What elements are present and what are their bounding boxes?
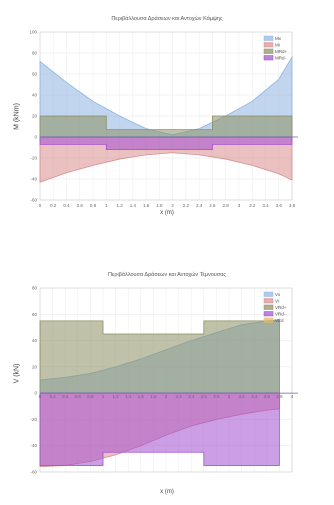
y-tick-label: 20 xyxy=(32,114,38,119)
shear-envelope-chart: Περιβάλλουσα Δράσεων και Αντοχών Τέμνουσ… xyxy=(0,250,334,505)
x-tick-label: 3.2 xyxy=(249,203,256,208)
x-tick-label: 1.6 xyxy=(143,203,150,208)
y-tick-label: 60 xyxy=(32,312,38,317)
x-axis-label: x (m) xyxy=(160,489,174,495)
x-tick-label: 2.6 xyxy=(201,394,208,399)
x-tick-label: 0.6 xyxy=(77,203,84,208)
legend-swatch xyxy=(263,311,274,317)
series-mrd--area xyxy=(39,136,293,150)
x-tick-label: 1 xyxy=(102,394,105,399)
x-tick-label: 2 xyxy=(171,203,174,208)
x-tick-label: 0 xyxy=(39,394,42,399)
x-tick-label: 1.8 xyxy=(150,394,157,399)
y-tick-label: 40 xyxy=(32,93,38,98)
x-tick-label: 0.8 xyxy=(87,394,94,399)
legend-label: Mx xyxy=(275,36,282,41)
chart-title: Περιβάλλουσα Δράσεων και Αντοχών Κάμψης xyxy=(111,16,223,22)
x-tick-label: 1.6 xyxy=(138,394,145,399)
legend-swatch xyxy=(263,291,274,297)
y-tick-label: 60 xyxy=(32,72,38,77)
x-tick-label: 0.4 xyxy=(62,394,69,399)
x-tick-label: 3.4 xyxy=(251,394,258,399)
x-tick-label: 3.2 xyxy=(238,394,245,399)
y-tick-label: -40 xyxy=(30,443,37,448)
x-tick-label: 2 xyxy=(165,394,168,399)
x-tick-label: 3.8 xyxy=(276,394,283,399)
legend-label: Mi xyxy=(275,43,280,48)
y-tick-label: 40 xyxy=(32,338,38,343)
legend-swatch xyxy=(263,317,274,323)
legend-label: VEd xyxy=(275,318,284,323)
series-vrd--area xyxy=(39,320,280,394)
x-tick-label: 3 xyxy=(228,394,231,399)
x-tick-label: 2.4 xyxy=(196,203,203,208)
x-tick-label: 3.4 xyxy=(262,203,269,208)
series-mi-area xyxy=(39,136,293,183)
legend-label: Vi xyxy=(275,299,279,304)
legend-swatch xyxy=(263,304,274,310)
legend-swatch xyxy=(263,298,274,304)
y-tick-label: -60 xyxy=(30,198,37,203)
shear-plot-area: 80 60 40 20 0 -20 -40 -60 0 0.2 0.4 0.6 0.8 1 1.2 1.4 1.… xyxy=(30,286,298,475)
chart-title: Περιβάλλουσα Δράσεων και Αντοχών Τέμνουσ… xyxy=(107,272,227,278)
y-tick-label: -20 xyxy=(30,156,37,161)
y-tick-label: -40 xyxy=(30,177,37,182)
x-tick-label: 1.8 xyxy=(156,203,163,208)
x-tick-label: 1.2 xyxy=(112,394,119,399)
y-tick-label: -60 xyxy=(30,470,37,475)
y-tick-label: 100 xyxy=(29,30,37,35)
x-tick-label: 3 xyxy=(238,203,241,208)
x-tick-label: 0.8 xyxy=(90,203,97,208)
legend-swatch xyxy=(263,55,274,61)
x-tick-label: 1.4 xyxy=(130,203,137,208)
x-tick-label: 1 xyxy=(105,203,108,208)
x-tick-label: 1.4 xyxy=(125,394,132,399)
legend-label: MRd+ xyxy=(275,49,288,54)
x-tick-label: 4 xyxy=(291,394,294,399)
legend-swatch xyxy=(263,35,274,41)
x-tick-label: 2.2 xyxy=(175,394,182,399)
legend-label: VRd+ xyxy=(275,305,287,310)
x-tick-label: 3.8 xyxy=(289,203,296,208)
legend-label: Vx xyxy=(275,292,281,297)
legend-swatch xyxy=(263,42,274,48)
x-tick-label: 2.8 xyxy=(223,203,230,208)
x-tick-label: 0.6 xyxy=(75,394,82,399)
y-tick-label: 20 xyxy=(32,364,38,369)
x-tick-label: 2.2 xyxy=(183,203,190,208)
x-tick-label: 1.2 xyxy=(116,203,123,208)
x-tick-label: 2.6 xyxy=(209,203,216,208)
x-tick-label: 0 xyxy=(39,203,42,208)
y-tick-label: 80 xyxy=(32,286,38,291)
series-vrd--area xyxy=(39,392,280,466)
y-tick-label: 0 xyxy=(34,391,37,396)
legend-label: MRd- xyxy=(275,56,287,61)
x-tick-label: 0.2 xyxy=(50,203,57,208)
y-tick-label: -20 xyxy=(30,417,37,422)
x-tick-label: 3.6 xyxy=(264,394,271,399)
series-mrd--area xyxy=(39,115,293,138)
x-tick-label: 2.8 xyxy=(213,394,220,399)
x-axis-label: x (m) xyxy=(160,210,174,216)
x-tick-label: 3.6 xyxy=(276,203,283,208)
moment-envelope-chart: Περιβάλλουσα Δράσεων και Αντοχών Κάμψης … xyxy=(0,0,334,250)
legend-swatch xyxy=(263,48,274,54)
legend-label: VRd- xyxy=(275,312,286,317)
x-tick-label: 0.4 xyxy=(63,203,70,208)
x-tick-label: 2.4 xyxy=(188,394,195,399)
x-tick-label: 0.2 xyxy=(49,394,56,399)
y-tick-label: 80 xyxy=(32,51,38,56)
y-tick-label: 0 xyxy=(34,135,37,140)
